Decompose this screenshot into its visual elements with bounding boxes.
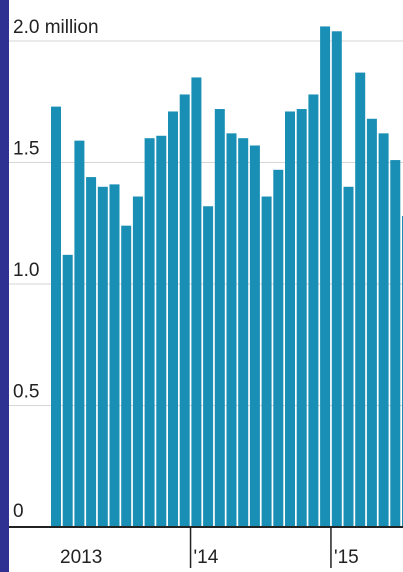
bar xyxy=(390,160,401,527)
bar xyxy=(86,177,97,527)
bar xyxy=(308,94,319,528)
bar xyxy=(132,196,143,527)
bar xyxy=(191,77,202,527)
bar xyxy=(366,118,377,527)
y-tick-label: 1.5 xyxy=(13,139,39,160)
bar xyxy=(97,186,108,528)
bar xyxy=(261,196,272,527)
bar xyxy=(343,186,354,528)
bar xyxy=(320,26,331,527)
bar xyxy=(249,145,260,528)
bar xyxy=(355,72,366,527)
bar xyxy=(156,135,167,527)
bar xyxy=(226,133,237,527)
bar xyxy=(179,94,190,528)
bar xyxy=(51,106,61,528)
bar xyxy=(203,206,214,528)
y-tick-label: 1.0 xyxy=(13,260,39,281)
bar xyxy=(238,138,249,527)
y-tick-label: 0.5 xyxy=(13,382,39,403)
bar xyxy=(168,111,178,527)
bar-layer xyxy=(51,26,403,528)
x-tick-label: '14 xyxy=(194,547,219,568)
bar xyxy=(331,31,342,528)
x-tick-label: 2013 xyxy=(60,547,102,568)
bar xyxy=(62,254,73,527)
bar xyxy=(378,133,389,527)
chart-container: 2.0 million 1.5 1.0 0.5 0 2013 '14 '15 xyxy=(9,0,403,572)
axis-layer xyxy=(9,526,403,568)
bar-chart: 2.0 million 1.5 1.0 0.5 0 2013 '14 '15 xyxy=(9,17,403,568)
bar xyxy=(121,225,132,527)
bar xyxy=(74,140,85,527)
label-layer: 2.0 million 1.5 1.0 0.5 0 2013 '14 '15 xyxy=(13,17,359,568)
x-tick-label: '15 xyxy=(334,547,359,568)
bar xyxy=(273,169,284,528)
bar xyxy=(109,184,120,527)
bar xyxy=(144,138,155,527)
bar xyxy=(296,109,307,527)
y-tick-label: 0 xyxy=(13,501,24,522)
y-tick-label: 2.0 million xyxy=(13,17,99,38)
bar xyxy=(214,109,225,527)
bar xyxy=(285,111,295,527)
